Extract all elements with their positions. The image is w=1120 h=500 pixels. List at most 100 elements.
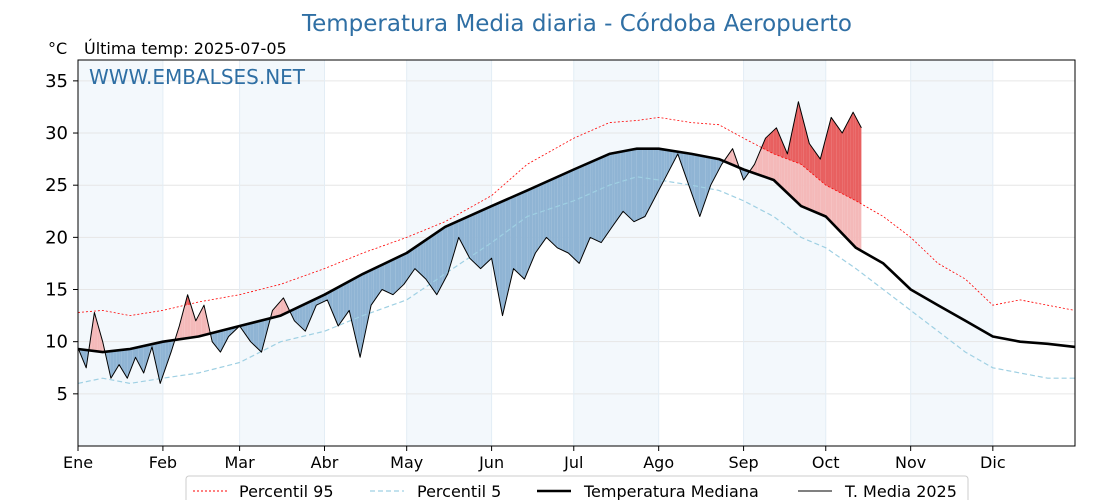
month-band [239, 60, 325, 446]
extreme-warm-fill [833, 121, 837, 191]
cold-anomaly-fill [502, 200, 506, 316]
cold-anomaly-fill [390, 259, 393, 295]
cold-anomaly-fill [447, 224, 451, 274]
cold-anomaly-fill [620, 151, 624, 216]
cold-anomaly-fill [431, 234, 435, 291]
cold-anomaly-fill [699, 155, 703, 217]
warm-anomaly-fill [94, 312, 98, 352]
x-tick-label: Jun [478, 453, 504, 472]
cold-anomaly-fill [346, 281, 350, 315]
cold-anomaly-fill [549, 179, 552, 243]
extreme-warm-fill [801, 112, 804, 167]
cold-anomaly-fill [428, 236, 432, 287]
cold-anomaly-fill [121, 349, 125, 374]
cold-anomaly-fill [368, 269, 372, 319]
cold-anomaly-fill [258, 320, 262, 353]
cold-anomaly-fill [371, 268, 374, 306]
extreme-warm-fill [853, 112, 856, 201]
cold-anomaly-fill [579, 165, 582, 264]
cold-anomaly-fill [108, 351, 111, 379]
cold-anomaly-fill [335, 287, 339, 327]
warm-anomaly-fill [275, 304, 278, 317]
cold-anomaly-fill [551, 178, 555, 246]
cold-anomaly-fill [743, 169, 747, 180]
cold-anomaly-fill [666, 149, 670, 175]
extreme-warm-fill [768, 133, 771, 153]
cold-anomaly-fill [532, 186, 536, 260]
cold-anomaly-fill [299, 305, 303, 329]
cold-anomaly-fill [603, 155, 607, 239]
cold-anomaly-fill [606, 153, 610, 235]
extreme-warm-fill [850, 112, 854, 200]
cold-anomaly-fill [636, 148, 640, 221]
cold-anomaly-fill [587, 162, 591, 244]
cold-anomaly-fill [425, 238, 429, 283]
cold-anomaly-fill [409, 249, 413, 277]
cold-anomaly-fill [554, 176, 558, 248]
y-tick-label: 25 [45, 175, 68, 196]
cold-anomaly-fill [634, 148, 637, 222]
cold-anomaly-fill [305, 302, 309, 332]
cold-anomaly-fill [398, 255, 402, 290]
cold-anomaly-fill [672, 150, 676, 165]
cold-anomaly-fill [417, 243, 421, 274]
cold-anomaly-fill [256, 321, 259, 350]
cold-anomaly-fill [83, 349, 87, 368]
cold-anomaly-fill [592, 159, 596, 240]
extreme-warm-fill [847, 117, 851, 198]
cold-anomaly-fill [327, 291, 330, 307]
cold-anomaly-fill [573, 168, 577, 261]
legend-label-p5: Percentil 5 [417, 482, 501, 500]
cold-anomaly-fill [132, 347, 136, 365]
y-tick-label: 20 [45, 227, 68, 248]
legend-label-median: Temperatura Mediana [583, 482, 759, 500]
cold-anomaly-fill [113, 350, 117, 374]
cold-anomaly-fill [360, 273, 363, 358]
cold-anomaly-fill [310, 299, 314, 319]
cold-anomaly-fill [420, 241, 424, 277]
unit-label: °C [48, 39, 67, 58]
cold-anomaly-fill [565, 171, 569, 253]
series-line-percentil-5 [77, 176, 1075, 385]
cold-anomaly-fill [524, 190, 528, 280]
cold-anomaly-fill [395, 256, 399, 293]
cold-anomaly-fill [505, 198, 509, 304]
extreme-warm-fill [776, 127, 780, 156]
warm-anomaly-fill [283, 297, 287, 315]
cold-anomaly-fill [162, 341, 166, 376]
cold-anomaly-fill [609, 153, 613, 231]
warm-anomaly-fill [280, 297, 284, 316]
cold-anomaly-fill [217, 330, 221, 353]
cold-anomaly-fill [406, 251, 410, 281]
cold-anomaly-fill [576, 167, 580, 264]
warm-anomaly-fill [751, 164, 755, 174]
month-band [573, 60, 659, 446]
cold-anomaly-fill [688, 153, 692, 194]
cold-anomaly-fill [639, 148, 643, 220]
cold-anomaly-fill [697, 154, 700, 217]
warm-anomaly-fill [99, 331, 103, 353]
cold-anomaly-fill [595, 158, 599, 242]
cold-anomaly-fill [497, 202, 500, 302]
y-tick-label: 5 [57, 384, 68, 405]
cold-anomaly-fill [546, 180, 550, 240]
extreme-warm-fill [858, 122, 862, 204]
cold-anomaly-fill [135, 347, 139, 363]
cold-anomaly-fill [477, 210, 481, 269]
cold-anomaly-fill [119, 349, 122, 370]
extreme-warm-fill [842, 127, 845, 196]
cold-anomaly-fill [647, 148, 651, 212]
extreme-warm-fill [828, 117, 832, 189]
series-line-2025 [77, 101, 862, 384]
cold-anomaly-fill [365, 271, 369, 332]
cold-anomaly-fill [557, 175, 561, 250]
extreme-warm-fill [823, 138, 826, 186]
x-tick-label: Abr [311, 453, 339, 472]
cold-anomaly-fill [480, 209, 484, 269]
cold-anomaly-fill [357, 275, 361, 358]
warm-anomaly-fill [727, 152, 730, 164]
extreme-warm-fill [773, 127, 777, 155]
cold-anomaly-fill [658, 148, 662, 191]
cold-anomaly-fill [466, 215, 470, 259]
y-tick-label: 10 [45, 332, 68, 353]
